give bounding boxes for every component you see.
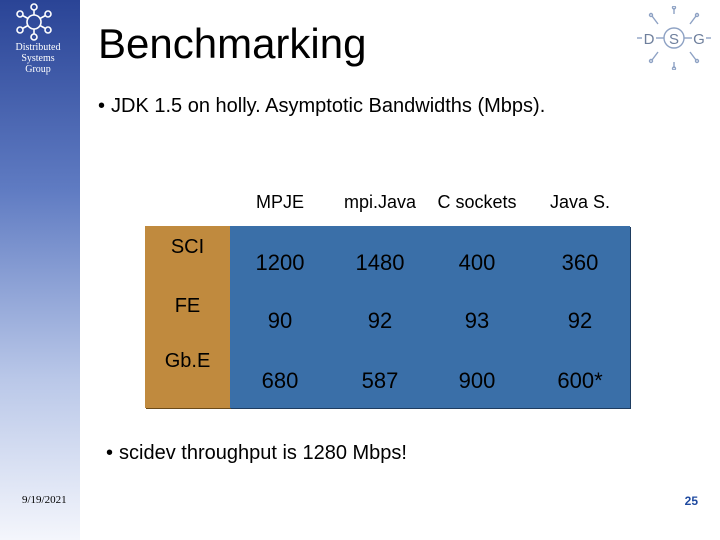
- column-header: mpi.Java: [343, 192, 417, 212]
- table-cell: 90: [267, 308, 293, 333]
- row-header: FE: [174, 295, 201, 317]
- table-column-headers: MPJE mpi.Java C sockets Java S.: [230, 180, 630, 226]
- column-header: MPJE: [255, 192, 304, 212]
- bullet-text: JDK 1.5 on holly. Asymptotic Bandwidths …: [111, 95, 546, 117]
- table-cell: 360: [561, 250, 599, 275]
- slide-title: Benchmarking: [98, 20, 367, 67]
- page-number: 25: [684, 494, 698, 508]
- bullet-mark: •: [98, 95, 106, 117]
- org-name: Distributed Systems Group: [0, 42, 76, 75]
- network-logo-icon: [16, 3, 52, 41]
- sidebar-gradient: Distributed Systems Group: [0, 0, 80, 540]
- bullet-mark: •: [106, 442, 114, 464]
- row-header: SCI: [170, 236, 205, 258]
- column-header: Java S.: [549, 192, 611, 212]
- logo-letter: S: [669, 31, 679, 48]
- table-cell: 93: [464, 308, 490, 333]
- org-name-line: Distributed: [15, 42, 61, 53]
- bullet-text: scidev throughput is 1280 Mbps!: [119, 442, 407, 464]
- bullet-item: • scidev throughput is 1280 Mbps!: [106, 442, 407, 465]
- slide-date: 9/19/2021: [22, 494, 67, 506]
- table-cell: 600*: [557, 368, 603, 393]
- table-cell: 1480: [355, 250, 405, 275]
- table-cell: 680: [261, 368, 299, 393]
- row-header: Gb.E: [164, 350, 211, 372]
- row-header-panel: SCI FE Gb.E: [145, 226, 230, 408]
- table-cell: 400: [458, 250, 496, 275]
- logo-letter: D: [644, 31, 655, 48]
- column-header: C sockets: [437, 192, 517, 212]
- table-cell: 587: [361, 368, 399, 393]
- table-cell: 92: [367, 308, 393, 333]
- table-cell: 900: [458, 368, 496, 393]
- table-cell: 92: [567, 308, 593, 333]
- bullet-item: • JDK 1.5 on holly. Asymptotic Bandwidths…: [98, 95, 545, 118]
- table-cell: 1200: [255, 250, 305, 275]
- org-name-line: Group: [25, 64, 51, 75]
- data-table: 1200 1480 400 360 90 92 93 92 680 587 90…: [230, 226, 630, 408]
- logo-letter: G: [693, 31, 705, 48]
- dsg-logo: D S G: [637, 6, 711, 70]
- org-name-line: Systems: [21, 53, 55, 64]
